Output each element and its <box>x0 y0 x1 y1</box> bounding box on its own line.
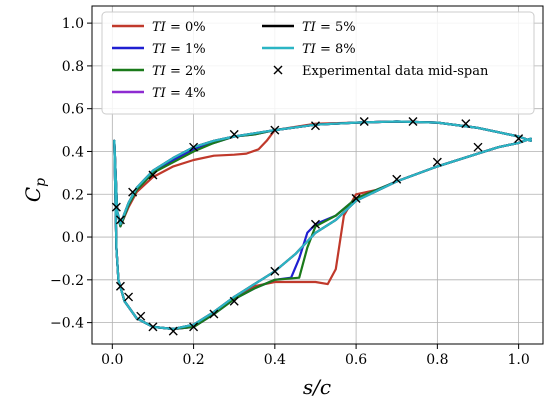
experimental-point <box>128 187 138 197</box>
series-line-ti-5-suction <box>113 120 532 226</box>
experimental-point <box>473 142 483 152</box>
y-tick-label: 1.0 <box>62 16 84 32</box>
experimental-point <box>209 309 219 319</box>
experimental-point <box>359 117 369 127</box>
experimental-point <box>310 121 320 131</box>
experimental-point <box>115 281 125 291</box>
series-layer <box>113 120 532 331</box>
y-tick-label: 0.0 <box>62 230 84 246</box>
x-tick-label: 0.6 <box>345 352 367 368</box>
legend-label: TI = 2% <box>152 64 206 79</box>
y-tick-label: −0.2 <box>50 273 84 289</box>
series-line-ti-5-pressure <box>113 137 532 331</box>
x-tick-label: 0.2 <box>182 352 204 368</box>
y-tick-label: −0.4 <box>50 316 84 332</box>
experimental-point <box>514 134 524 144</box>
legend-label: TI = 0% <box>152 20 206 35</box>
series-line-ti-3-pressure <box>113 137 532 331</box>
experimental-point <box>229 296 239 306</box>
x-axis-title: s/c <box>303 375 331 399</box>
legend-label-experimental: Experimental data mid-span <box>302 64 489 79</box>
series-line-ti-2-pressure <box>113 137 532 331</box>
legend: TI = 0% TI = 1% TI = 2% TI = 4% TI = 5% TI = … <box>101 11 535 115</box>
y-tick-label: 0.2 <box>62 187 84 203</box>
legend-label: TI = 4% <box>152 86 206 101</box>
experimental-markers <box>111 117 524 336</box>
x-axis-ticks: 0.0 0.2 0.4 0.6 0.8 1.0 <box>101 344 530 368</box>
series-line-ti-1-pressure <box>113 137 532 331</box>
series-line-ti-2-suction <box>113 120 532 228</box>
series-line-ti-4-pressure <box>113 137 532 331</box>
experimental-point <box>351 194 361 204</box>
experimental-point <box>189 142 199 152</box>
x-tick-label: 1.0 <box>507 352 529 368</box>
y-axis-title-group: Cp <box>21 178 49 202</box>
series-line-ti-0-suction <box>113 120 532 228</box>
experimental-point <box>270 125 280 135</box>
experimental-point <box>148 170 158 180</box>
legend-swatch-experimental <box>273 65 283 75</box>
series-line-ti-4-suction <box>113 120 532 226</box>
experimental-point <box>124 292 134 302</box>
experimental-point <box>189 322 199 332</box>
y-tick-label: 0.6 <box>62 102 84 118</box>
experimental-point <box>408 117 418 127</box>
experimental-point <box>115 215 125 225</box>
experimental-point <box>270 266 280 276</box>
experimental-point <box>432 157 442 167</box>
experimental-point <box>136 311 146 321</box>
y-axis-ticks: −0.4 −0.2 0.0 0.2 0.4 0.6 0.8 1.0 <box>50 16 92 332</box>
experimental-point <box>168 326 178 336</box>
y-tick-label: 0.8 <box>62 59 84 75</box>
x-tick-label: 0.0 <box>101 352 123 368</box>
experimental-point <box>229 129 239 139</box>
legend-label: TI = 5% <box>302 20 356 35</box>
legend-label: TI = 1% <box>152 42 206 57</box>
legend-box <box>101 11 535 115</box>
experimental-point <box>310 219 320 229</box>
experimental-point <box>461 119 471 129</box>
series-line-ti-3-suction <box>113 120 532 226</box>
y-axis-title: Cp <box>21 178 49 202</box>
y-tick-label: 0.4 <box>62 144 84 160</box>
x-tick-label: 0.4 <box>264 352 286 368</box>
experimental-point <box>148 322 158 332</box>
series-line-ti-1-suction <box>113 120 532 228</box>
legend-label: TI = 8% <box>302 42 356 57</box>
series-line-ti-0-pressure <box>113 137 532 331</box>
plot-frame <box>91 5 544 345</box>
x-tick-label: 0.8 <box>426 352 448 368</box>
experimental-point <box>111 202 121 212</box>
experimental-point <box>392 174 402 184</box>
